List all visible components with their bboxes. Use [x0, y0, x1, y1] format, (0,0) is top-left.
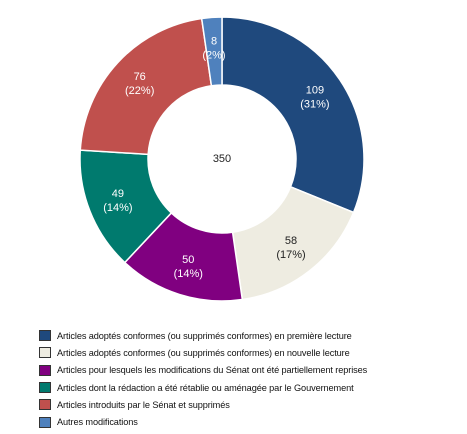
legend-swatch [39, 347, 51, 359]
legend-label: Articles pour lesquels les modifications… [57, 365, 368, 376]
legend-label: Articles adoptés conformes (ou supprimés… [57, 330, 352, 341]
legend-item: Articles introduits par le Sénat et supp… [39, 396, 389, 413]
slice-percent-label: (2%) [202, 49, 225, 61]
center-total-label: 350 [213, 153, 231, 165]
slice-percent-label: (14%) [103, 202, 132, 214]
donut-slice [79, 17, 213, 156]
legend-item: Articles adoptés conformes (ou supprimés… [39, 327, 389, 344]
donut-slice [221, 16, 365, 214]
legend-label: Articles adoptés conformes (ou supprimés… [57, 347, 350, 358]
legend-item: Autres modifications [39, 413, 389, 430]
legend-item: Articles dont la rédaction a été rétabli… [39, 379, 389, 396]
legend: Articles adoptés conformes (ou supprimés… [39, 327, 389, 431]
slice-value-label: 50 [182, 254, 194, 266]
legend-label: Autres modifications [57, 417, 138, 428]
slice-value-label: 49 [112, 188, 124, 200]
slices-layer [79, 16, 365, 302]
slice-percent-label: (22%) [125, 85, 154, 97]
legend-swatch [39, 399, 51, 411]
legend-swatch [39, 364, 51, 376]
slice-value-label: 58 [285, 235, 297, 247]
legend-item: Articles pour lesquels les modifications… [39, 362, 389, 379]
slice-value-label: 109 [306, 85, 324, 97]
legend-item: Articles adoptés conformes (ou supprimés… [39, 344, 389, 361]
donut-slice [200, 16, 223, 87]
slice-percent-label: (14%) [174, 268, 203, 280]
slice-value-label: 76 [134, 71, 146, 83]
legend-label: Articles dont la rédaction a été rétabli… [57, 382, 354, 393]
labels-layer: 109 (31%) 58 (17%) 50 (14%) 49 (14%) 76 (22%) 8 (2%… [103, 35, 329, 279]
legend-swatch [39, 416, 51, 428]
legend-swatch [39, 330, 51, 342]
slice-percent-label: (31%) [300, 99, 329, 111]
legend-swatch [39, 382, 51, 394]
legend-label: Articles introduits par le Sénat et supp… [57, 399, 230, 410]
slice-value-label: 8 [211, 35, 217, 47]
slice-percent-label: (17%) [276, 249, 305, 261]
donut-chart: 109 (31%) 58 (17%) 50 (14%) 49 (14%) 76 (22%) 8 (2%… [79, 16, 365, 302]
